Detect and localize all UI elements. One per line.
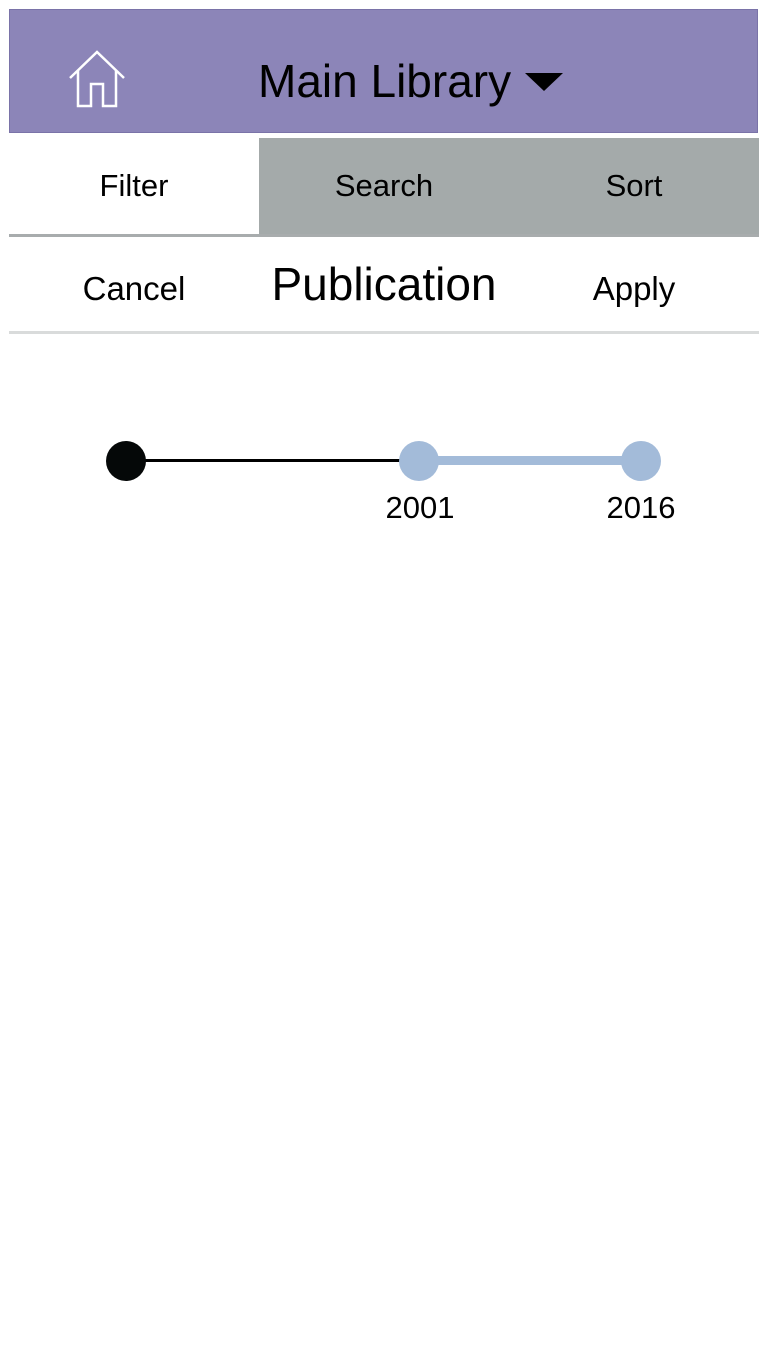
slider-high-value: 2016 — [606, 490, 676, 525]
slider-selected-range[interactable] — [419, 456, 641, 465]
tab-search[interactable]: Search — [259, 138, 509, 234]
slider-min-endpoint — [106, 441, 146, 481]
slider-high-handle[interactable] — [621, 441, 661, 481]
tab-bar: Filter Search Sort — [9, 138, 759, 234]
app-header: Main Library — [9, 9, 758, 133]
publication-year-slider: 2001 2016 — [0, 0, 768, 560]
tab-sort[interactable]: Sort — [509, 138, 759, 234]
cancel-button[interactable]: Cancel — [82, 270, 186, 307]
home-icon — [69, 50, 125, 108]
filter-bar-divider — [9, 331, 759, 334]
caret-down-icon — [525, 73, 564, 91]
filter-title: Publication — [271, 258, 497, 310]
slider-low-handle[interactable] — [399, 441, 439, 481]
tab-bar-divider — [9, 234, 759, 237]
library-selector[interactable]: Main Library — [258, 53, 564, 109]
apply-button[interactable]: Apply — [592, 270, 676, 307]
slider-low-value: 2001 — [385, 490, 455, 525]
library-title: Main Library — [258, 55, 512, 107]
slider-track[interactable] — [126, 459, 420, 462]
home-button[interactable] — [65, 48, 129, 110]
tab-filter[interactable]: Filter — [9, 138, 259, 234]
filter-action-bar: Cancel Publication Apply — [9, 237, 759, 331]
